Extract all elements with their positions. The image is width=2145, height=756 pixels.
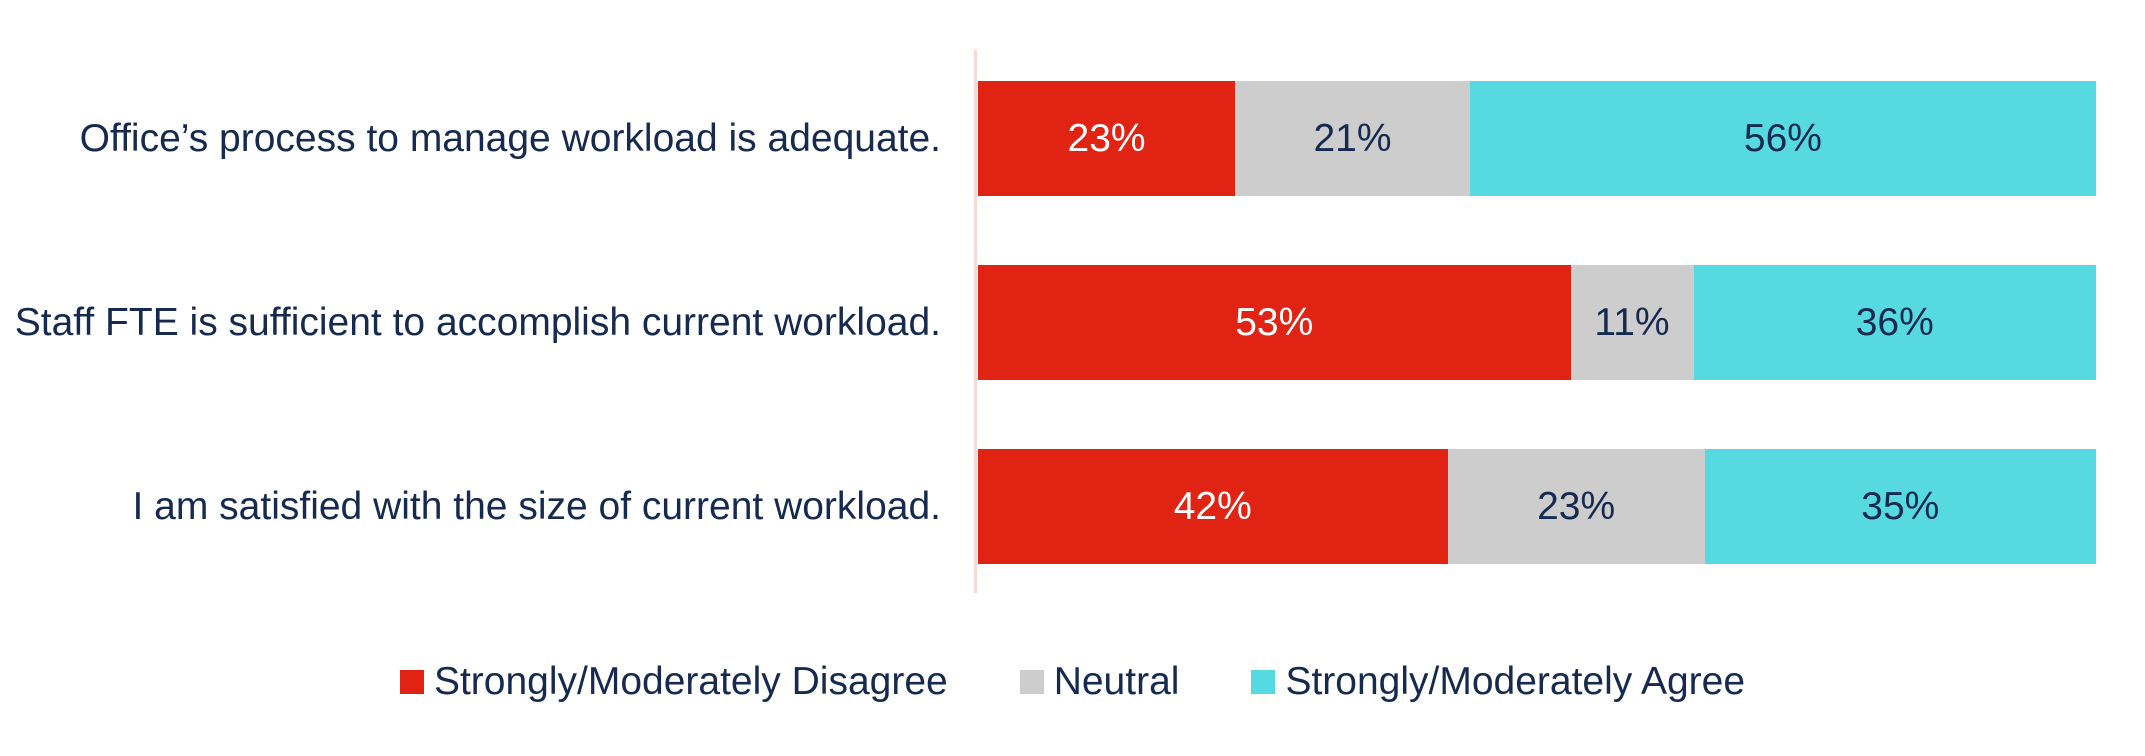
bar-segment: 21% [1235,81,1470,196]
bar-segment: 56% [1469,81,2096,196]
data-label: 53% [1235,300,1314,344]
bar-segment: 23% [978,81,1236,196]
data-label: 56% [1743,116,1822,160]
data-label: 21% [1313,116,1392,160]
stacked-bar: 23% 21% 56% [978,81,2096,196]
category-label: Office’s process to manage workload is a… [79,116,941,160]
legend-swatch-icon [1251,670,1276,694]
y-axis-line [974,50,977,593]
legend-swatch-icon [1019,670,1044,694]
legend-swatch-icon [399,670,424,694]
legend: Strongly/Moderately Disagree Neutral Stron… [0,650,2145,714]
bar-segment: 35% [1704,449,2096,564]
bar-segment: 23% [1447,449,1705,564]
category-label: Staff FTE is sufficient to accomplish cu… [14,300,941,344]
legend-item: Strongly/Moderately Disagree [399,660,948,704]
bar-segment: 11% [1570,265,1694,380]
data-label: 36% [1855,300,1934,344]
legend-item: Strongly/Moderately Agree [1251,660,1745,704]
legend-label: Strongly/Moderately Agree [1285,660,1746,703]
data-label: 23% [1067,116,1146,160]
data-label: 35% [1861,484,1940,528]
bar-row: I am satisfied with the size of current … [0,449,2145,564]
bar-segment: 36% [1693,265,2096,380]
legend-label: Neutral [1053,660,1180,703]
stacked-bar: 42% 23% 35% [978,449,2096,564]
category-label: I am satisfied with the size of current … [132,484,941,528]
stacked-bar: 53% 11% 36% [978,265,2096,380]
legend-item: Neutral [1019,660,1180,704]
data-label: 23% [1537,484,1616,528]
data-label: 42% [1173,484,1252,528]
bar-segment: 42% [978,449,1448,564]
bar-segment: 53% [978,265,1571,380]
bar-row: Staff FTE is sufficient to accomplish cu… [0,265,2145,380]
data-label: 11% [1594,300,1670,344]
bar-row: Office’s process to manage workload is a… [0,81,2145,196]
legend-label: Strongly/Moderately Disagree [433,660,948,703]
